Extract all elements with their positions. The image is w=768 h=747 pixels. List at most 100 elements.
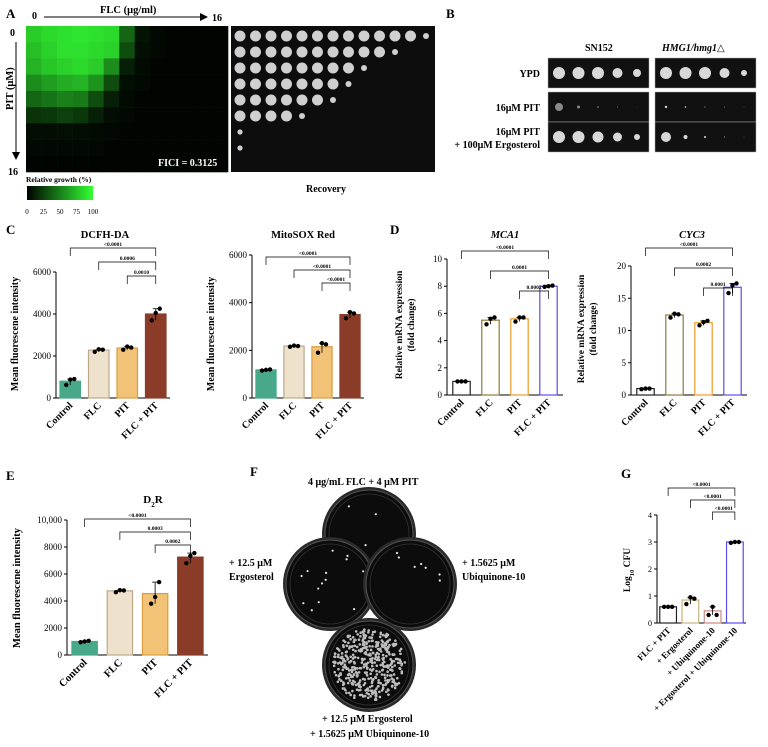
heatmap-cell: [88, 58, 104, 75]
y-tick-label: 15: [617, 293, 627, 303]
colony: [374, 640, 378, 644]
colony: [383, 676, 387, 680]
recovery-colony: [250, 62, 261, 74]
chart-title: MitoSOX Red: [271, 230, 335, 241]
colony: [379, 650, 383, 653]
colony: [353, 668, 357, 671]
colony: [342, 639, 345, 642]
colony: [363, 636, 367, 640]
colony: [356, 667, 359, 670]
colony: [340, 655, 344, 659]
colony: [347, 669, 351, 672]
recovery-colony: [312, 94, 323, 106]
colony: [349, 637, 352, 641]
data-point: [463, 379, 468, 384]
spot-row-label: + 100μM Ergosterol: [454, 140, 540, 151]
spot-colony: [661, 132, 671, 142]
spot-colony: [660, 67, 672, 79]
heatmap-cell: [150, 58, 167, 75]
chart-title: MCA1: [490, 230, 520, 241]
colony: [403, 661, 407, 664]
heatmap-cell: [134, 139, 151, 157]
colony: [368, 685, 372, 689]
heatmap-cell: [196, 42, 213, 59]
heatmap-cell: [212, 74, 229, 92]
heatmap-cell: [103, 58, 120, 75]
category-label: PIT: [113, 400, 133, 420]
data-point: [688, 595, 693, 600]
heatmap-cell: [150, 90, 167, 108]
heatmap-cell: [72, 123, 89, 140]
colony: [365, 664, 368, 668]
colony: [337, 667, 340, 671]
spot-colony: [741, 70, 747, 76]
colony: [390, 665, 394, 669]
colony: [384, 648, 388, 651]
colony: [379, 647, 382, 651]
colony: [365, 671, 368, 674]
colorbar-tick-label: 100: [88, 208, 99, 216]
colony: [353, 696, 356, 700]
data-point: [184, 561, 189, 566]
p-value-label: <0.0001: [313, 264, 332, 270]
data-point: [669, 604, 675, 609]
colony: [350, 675, 353, 679]
bar: [659, 606, 678, 624]
data-point: [488, 316, 493, 322]
data-point: [86, 638, 91, 644]
significance-bracket: [321, 282, 351, 291]
colorbar-title: Relative growth (%): [26, 175, 92, 184]
heatmap-cell: [150, 123, 167, 140]
recovery-colony: [343, 62, 354, 74]
data-point: [96, 347, 101, 352]
heatmap-cell: [26, 139, 42, 157]
panel-e-label: E: [6, 468, 15, 483]
colony: [341, 668, 345, 672]
colony: [371, 689, 374, 693]
recovery-colony: [389, 30, 401, 42]
bar: [481, 319, 500, 396]
colony: [377, 681, 380, 684]
colony: [352, 608, 356, 611]
colony: [399, 647, 403, 651]
colony: [349, 659, 353, 663]
panel-c-label: C: [6, 222, 15, 237]
heatmap-cell: [196, 58, 213, 75]
bar: [116, 347, 139, 399]
colony: [369, 672, 372, 676]
colony: [379, 631, 383, 635]
colony: [413, 565, 416, 568]
colony: [362, 665, 366, 669]
colony: [369, 648, 373, 652]
heatmap-cell: [212, 42, 229, 59]
colony: [392, 659, 396, 663]
colony: [351, 653, 355, 657]
category-label: FLC: [277, 400, 299, 422]
colony: [379, 663, 383, 667]
heatmap-cell: [150, 107, 167, 124]
chart-title: CYC3: [679, 230, 705, 241]
colony: [393, 686, 397, 690]
data-point: [643, 386, 648, 391]
significance-bracket: [690, 499, 736, 508]
heatmap-cell: [41, 42, 58, 59]
p-value-label: 0.0001: [512, 265, 527, 271]
recovery-colony: [281, 46, 292, 58]
colony: [362, 632, 365, 636]
data-point: [153, 310, 158, 316]
p-value-label: 0.0002: [696, 262, 711, 268]
p-value-label: 0.0002: [165, 539, 180, 545]
category-label: PIT: [308, 400, 328, 420]
panel-b-strain1: SN152: [585, 43, 613, 54]
colony: [346, 681, 350, 685]
heatmap-cell: [212, 107, 229, 124]
significance-bracket: [126, 275, 157, 284]
colony: [346, 657, 350, 660]
colony: [345, 655, 349, 658]
colony: [388, 652, 391, 656]
heatmap-cell: [196, 155, 213, 173]
data-point: [521, 315, 526, 320]
colony: [345, 691, 348, 695]
heatmap-cell: [181, 139, 198, 157]
